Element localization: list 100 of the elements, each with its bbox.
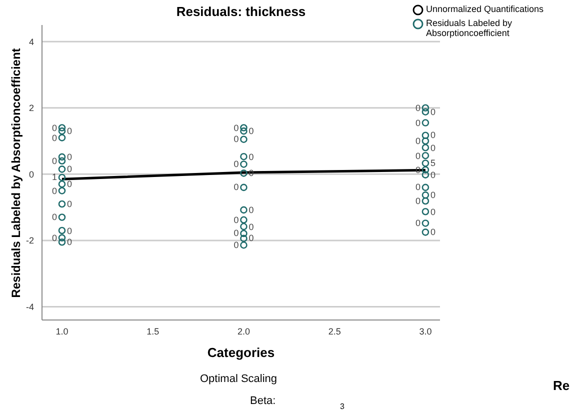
point — [240, 216, 248, 224]
point — [422, 166, 430, 174]
point — [240, 234, 248, 242]
annotation: 0 — [52, 132, 57, 143]
x-tick-label: 2.0 — [237, 326, 250, 336]
point — [422, 132, 430, 140]
annotation: 0 — [415, 118, 420, 128]
point — [422, 220, 430, 227]
annotation: 0 — [234, 134, 239, 144]
annotation: 0 — [66, 198, 72, 209]
point — [240, 127, 248, 135]
x-tick-label: 2.5 — [328, 326, 341, 336]
point — [240, 170, 248, 177]
point — [422, 119, 430, 126]
point — [240, 136, 248, 144]
point — [422, 171, 430, 178]
annotation: 0 — [415, 102, 420, 113]
annotation: 0 — [415, 182, 420, 192]
point — [422, 104, 430, 112]
annotation: 0 — [66, 237, 72, 248]
chart-title: Residuals: thickness — [176, 4, 306, 19]
point — [58, 174, 66, 182]
point — [240, 124, 248, 132]
point — [240, 230, 248, 238]
annotation: 0 — [415, 136, 420, 146]
text: Beta: — [250, 395, 276, 407]
annotation: 0 — [430, 170, 436, 180]
point — [58, 238, 66, 246]
x-tick-label: 1.5 — [146, 326, 160, 336]
point — [58, 200, 66, 208]
annotation: 5 — [430, 158, 436, 168]
y-tick-label: -2 — [26, 236, 34, 246]
annotation: 0 — [234, 214, 239, 225]
x-tick-label: 1.0 — [56, 326, 68, 336]
point — [58, 124, 66, 132]
point — [422, 184, 430, 192]
annotation: 0 — [234, 228, 239, 238]
point — [240, 184, 248, 192]
point — [422, 152, 430, 160]
point — [58, 226, 66, 234]
annotation: 0 — [66, 152, 72, 162]
annotation: 0 — [430, 106, 436, 117]
point — [240, 160, 248, 168]
point — [58, 234, 66, 242]
point — [58, 187, 66, 194]
annotation: 0 — [66, 126, 72, 136]
point — [58, 127, 66, 135]
y-tick-label: -4 — [26, 302, 34, 312]
legend-label: Unnormalized Quantifications — [426, 4, 544, 14]
y-tick-label: 2 — [28, 103, 34, 114]
y-tick-label: 4 — [28, 36, 34, 47]
annotation: 0 — [248, 204, 254, 215]
point — [422, 137, 430, 145]
annotation: 0 — [415, 218, 420, 228]
point — [422, 160, 430, 167]
point — [240, 206, 248, 214]
annotation: 0 — [430, 130, 436, 140]
annotation: 1 — [52, 172, 57, 182]
point — [422, 228, 430, 236]
annotation: 0 — [430, 206, 436, 217]
annotation: 0 — [234, 240, 239, 250]
annotation: 0 — [248, 152, 254, 162]
point — [422, 208, 430, 216]
annotation: 0 — [248, 168, 254, 178]
annotation: 0 — [66, 164, 72, 174]
annotation: 0 — [248, 222, 254, 232]
annotation: 0 — [52, 232, 57, 243]
annotation: 0 — [234, 122, 239, 133]
point — [240, 222, 248, 230]
point — [58, 180, 66, 188]
point — [422, 144, 430, 152]
point — [422, 191, 430, 199]
y-tick-label: 0 — [28, 169, 34, 180]
point — [240, 241, 248, 249]
point — [422, 108, 430, 116]
x-axis-title: Categories — [206, 345, 276, 360]
legend-label: Residuals Labeled by Absorptioncoefficient — [426, 18, 514, 38]
annotation: 0 — [248, 126, 254, 136]
annotation: 0 — [234, 159, 239, 170]
annotation: 0 — [415, 196, 420, 206]
annotation: 0 — [66, 179, 72, 190]
text: Re — [553, 378, 570, 393]
annotation: 0 — [430, 227, 436, 238]
annotation: 0 — [52, 186, 57, 196]
annotation: 0 — [248, 233, 254, 244]
annotation: 0 — [66, 226, 72, 236]
x-tick-label: 3.0 — [419, 326, 432, 336]
text: 3 — [340, 402, 344, 411]
point — [58, 157, 66, 165]
point — [58, 153, 66, 161]
annotation: 0 — [52, 212, 57, 222]
annotation: 0 — [430, 142, 436, 153]
point — [422, 197, 430, 205]
annotation: 0 — [430, 190, 436, 200]
point — [240, 152, 248, 160]
annotation: 0 — [415, 150, 420, 161]
annotation: 0 — [52, 156, 57, 166]
point — [58, 166, 66, 173]
text: Optimal Scaling — [200, 373, 278, 385]
annotation: 0 — [52, 122, 57, 133]
